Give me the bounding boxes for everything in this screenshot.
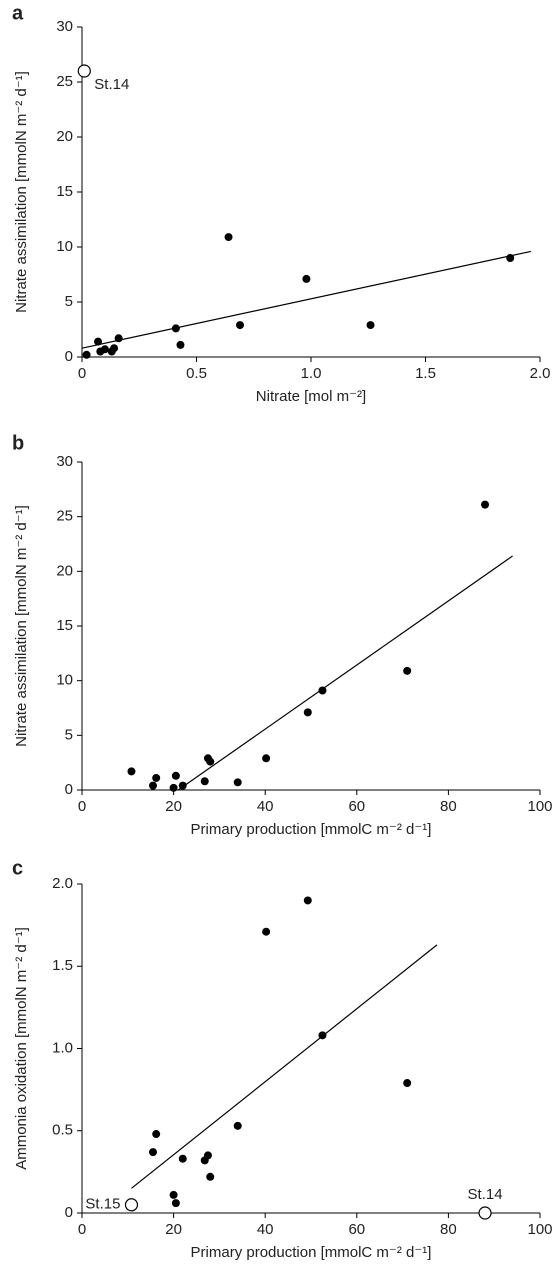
point-label: St.14 [468, 1186, 503, 1203]
y-tick-label: 25 [56, 73, 73, 90]
regression-line [81, 250, 531, 349]
panel-label: a [12, 2, 24, 24]
y-tick-label: 1.5 [52, 957, 73, 974]
data-point [200, 777, 209, 786]
y-tick-label: 0 [65, 781, 73, 798]
x-axis-label: Primary production [mmolC m⁻² d⁻¹] [191, 1244, 432, 1261]
x-tick-label: 0 [78, 1221, 86, 1238]
data-point [236, 321, 245, 330]
data-point [152, 773, 161, 782]
y-tick-label: 0 [65, 1204, 73, 1221]
data-point [169, 1190, 178, 1199]
x-tick-label: 60 [348, 1221, 365, 1238]
point-label: St.15 [85, 1196, 120, 1213]
x-tick-label: 40 [257, 798, 274, 815]
x-tick-label: 60 [348, 798, 365, 815]
data-point [366, 321, 375, 330]
data-point [148, 1148, 157, 1157]
data-point [94, 337, 103, 346]
x-tick-label: 100 [527, 798, 552, 815]
data-point [262, 927, 271, 936]
data-point [206, 757, 215, 766]
data-point [171, 324, 180, 333]
data-point [403, 666, 412, 675]
data-point [110, 344, 119, 353]
y-tick-label: 30 [56, 18, 73, 35]
data-point [152, 1130, 161, 1139]
data-point [100, 345, 109, 354]
data-point [233, 778, 242, 787]
regression-line [177, 555, 513, 791]
y-tick-label: 15 [56, 183, 73, 200]
data-point [481, 500, 490, 509]
panel-label: b [12, 432, 24, 454]
y-tick-label: 20 [56, 562, 73, 579]
data-point [224, 233, 233, 242]
regression-line [131, 944, 438, 1189]
x-tick-label: 100 [527, 1221, 552, 1238]
data-point [176, 340, 185, 349]
data-point [127, 767, 136, 776]
data-point [302, 274, 311, 283]
x-axis-label: Nitrate [mol m⁻²] [256, 388, 366, 405]
open-point [77, 64, 91, 78]
data-point [262, 754, 271, 763]
x-tick-label: 80 [440, 798, 457, 815]
data-point [82, 350, 91, 359]
data-point [171, 771, 180, 780]
data-point [506, 254, 515, 262]
y-tick-label: 15 [56, 617, 73, 634]
data-point [169, 783, 178, 792]
y-tick-label: 25 [56, 508, 73, 525]
data-point [303, 896, 312, 905]
y-axis-label: Ammonia oxidation [mmolN m⁻² d⁻¹] [13, 927, 30, 1170]
data-point [206, 1172, 215, 1181]
y-tick-label: 5 [65, 293, 73, 310]
x-tick-label: 20 [165, 798, 182, 815]
data-point [178, 781, 187, 790]
data-point [171, 1199, 180, 1208]
data-point [114, 334, 123, 343]
y-tick-label: 10 [56, 238, 73, 255]
x-tick-label: 40 [257, 1221, 274, 1238]
x-tick-label: 1.0 [301, 365, 322, 382]
y-tick-label: 0.5 [52, 1122, 73, 1139]
x-tick-label: 0.5 [186, 365, 207, 382]
y-axis-label: Nitrate assimilation [mmolN m⁻² d⁻¹] [13, 505, 30, 747]
y-tick-label: 2.0 [52, 875, 73, 892]
data-point [178, 1154, 187, 1163]
point-label: St.14 [94, 76, 129, 93]
y-axis-label: Nitrate assimilation [mmolN m⁻² d⁻¹] [13, 71, 30, 313]
data-point [203, 1151, 212, 1160]
open-point [478, 1206, 492, 1220]
panel-label: c [12, 857, 23, 879]
data-point [318, 686, 327, 695]
x-tick-label: 20 [165, 1221, 182, 1238]
data-point [148, 781, 157, 790]
y-tick-label: 1.0 [52, 1039, 73, 1056]
y-tick-label: 10 [56, 672, 73, 689]
y-tick-label: 5 [65, 726, 73, 743]
data-point [318, 1031, 327, 1040]
x-axis-label: Primary production [mmolC m⁻² d⁻¹] [191, 821, 432, 838]
data-point [303, 708, 312, 717]
y-tick-label: 30 [56, 453, 73, 470]
y-tick-label: 0 [65, 348, 73, 365]
y-tick-label: 20 [56, 128, 73, 145]
x-tick-label: 0 [78, 798, 86, 815]
x-tick-label: 2.0 [530, 365, 551, 382]
data-point [403, 1079, 412, 1088]
open-point [124, 1198, 139, 1212]
data-point [233, 1121, 242, 1130]
x-tick-label: 0 [78, 365, 86, 382]
x-tick-label: 1.5 [415, 365, 436, 382]
x-tick-label: 80 [440, 1221, 457, 1238]
